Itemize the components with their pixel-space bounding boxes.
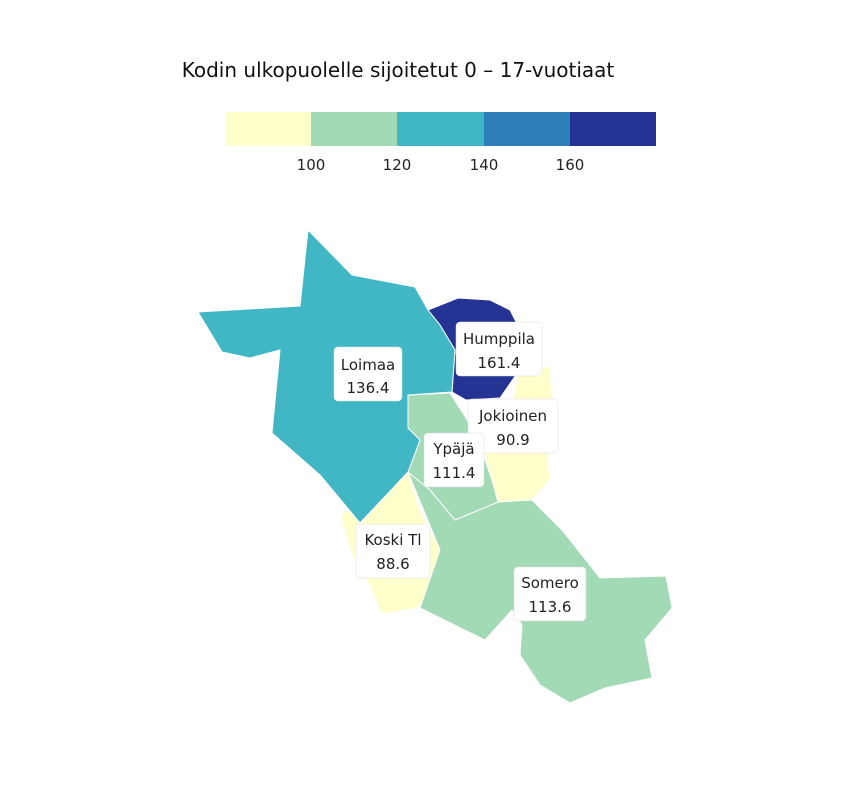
legend-tick-label: 120 [383, 156, 412, 174]
region-label-koski-tl: Koski Tl 88.6 [355, 523, 431, 579]
region-name-label: Humppila [463, 330, 535, 348]
region-label-humppila: Humppila 161.4 [455, 321, 543, 377]
map-title: Kodin ulkopuolelle sijoitetut 0 – 17-vuo… [182, 58, 615, 82]
label-box [467, 398, 559, 454]
label-box [333, 346, 403, 402]
label-box [513, 566, 587, 622]
legend-tick-label: 100 [297, 156, 326, 174]
region-value-label: 88.6 [376, 555, 409, 573]
region-name-label: Ypäjä [432, 440, 474, 458]
legend-swatch-1 [225, 112, 311, 146]
region-name-label: Somero [521, 574, 579, 592]
region-loimaa[interactable] [197, 229, 456, 524]
region-name-label: Loimaa [341, 356, 395, 374]
region-value-label: 113.6 [529, 598, 572, 616]
region-label-jokioinen: Jokioinen 90.9 [467, 398, 559, 454]
region-name-label: Jokioinen [478, 407, 547, 425]
region-name-label: Koski Tl [364, 531, 421, 549]
legend-swatch-2 [311, 112, 397, 146]
legend-tick-label: 140 [470, 156, 499, 174]
legend-swatch-4 [484, 112, 570, 146]
label-box [355, 523, 431, 579]
region-value-label: 161.4 [478, 354, 521, 372]
color-legend: 100 120 140 160 [225, 112, 656, 174]
legend-swatch-5 [570, 112, 656, 146]
label-box [423, 432, 485, 488]
label-box [455, 321, 543, 377]
legend-swatch-3 [397, 112, 484, 146]
region-value-label: 90.9 [496, 431, 529, 449]
region-label-ypaja: Ypäjä 111.4 [423, 432, 485, 488]
region-value-label: 136.4 [347, 379, 390, 397]
region-value-label: 111.4 [433, 464, 476, 482]
region-label-somero: Somero 113.6 [513, 566, 587, 622]
region-label-loimaa: Loimaa 136.4 [333, 346, 403, 402]
legend-tick-label: 160 [556, 156, 585, 174]
